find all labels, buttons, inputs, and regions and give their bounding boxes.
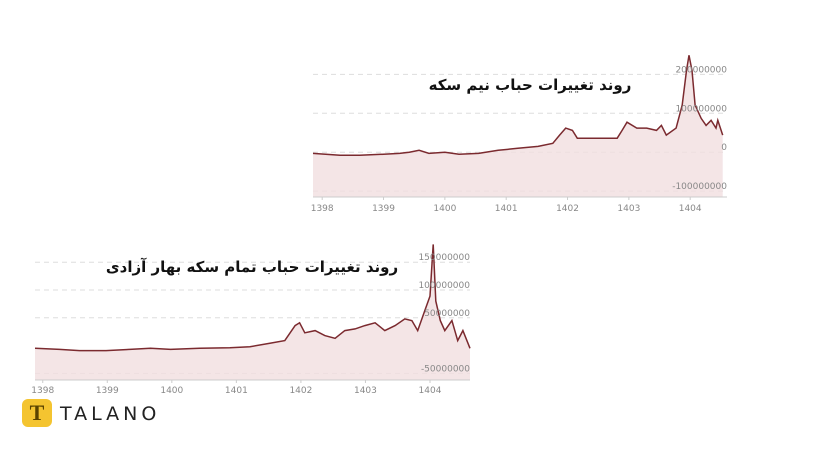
x-tick-label: 1398 xyxy=(31,386,54,396)
x-tick-label: 1401 xyxy=(225,386,248,396)
y-tick-label: 150000000 xyxy=(418,253,470,263)
brand-name: TALANO xyxy=(59,403,160,425)
x-tick-label: 1403 xyxy=(354,386,377,396)
x-tick-label: 1402 xyxy=(556,204,579,214)
line xyxy=(34,244,471,352)
x-tick-label: 1403 xyxy=(617,204,640,214)
x-tick-label: 1400 xyxy=(433,204,456,214)
y-tick-label: -50000000 xyxy=(421,364,470,374)
chart-title: روند تغییرات حباب تمام سکه بهار آزادی xyxy=(106,258,398,276)
x-tick-label: 1399 xyxy=(372,204,395,214)
x-tick-label: 1404 xyxy=(679,204,702,214)
x-tick-label: 1399 xyxy=(96,386,119,396)
y-tick-label: 100000000 xyxy=(675,104,727,114)
x-tick-label: 1404 xyxy=(419,386,442,396)
y-tick-label: 0 xyxy=(721,143,727,153)
line xyxy=(312,55,724,157)
y-tick-label: -100000000 xyxy=(672,182,727,192)
x-tick-label: 1402 xyxy=(289,386,312,396)
y-tick-label: 50000000 xyxy=(424,309,470,319)
y-tick-label: 100000000 xyxy=(418,281,470,291)
x-tick-label: 1398 xyxy=(311,204,334,214)
logo-icon xyxy=(22,399,52,427)
chart-title: روند تغییرات حباب نیم سکه xyxy=(429,76,632,94)
x-tick-label: 1400 xyxy=(160,386,183,396)
area-fill xyxy=(35,244,470,380)
logo-glyph: T xyxy=(30,400,45,425)
x-tick-label: 1401 xyxy=(495,204,518,214)
y-tick-label: 200000000 xyxy=(675,65,727,75)
area-fill xyxy=(313,55,723,197)
